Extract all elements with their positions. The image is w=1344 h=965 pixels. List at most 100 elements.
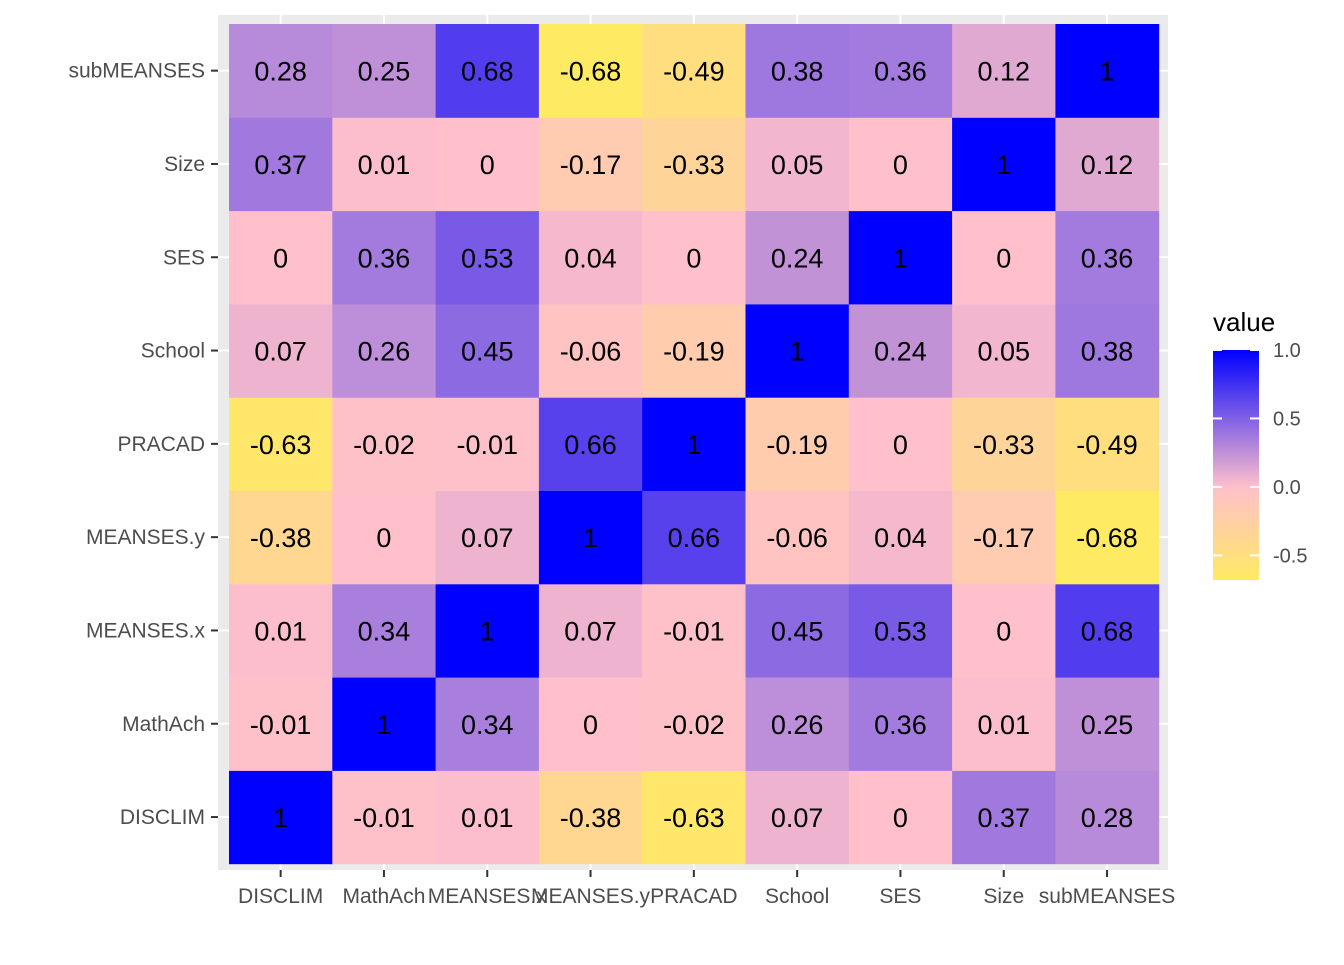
heatmap-cell-Size-School: [745, 117, 850, 212]
cell-value-label: 0.26: [358, 337, 411, 367]
legend-tick-label: 0.5: [1273, 408, 1301, 430]
heatmap-cell-PRACAD-Size: [952, 397, 1056, 491]
heatmap-cell-DISCLIM-MEANSES.x: [435, 770, 540, 865]
cell-value-label: -0.68: [1076, 523, 1138, 553]
x-axis-tick-label: MEANSES.y: [531, 885, 651, 908]
cell-value-label: 0: [583, 710, 598, 740]
cell-value-label: -0.01: [456, 430, 518, 460]
heatmap-cell-MEANSES.x-MathAch: [332, 583, 437, 678]
cell-value-label: 0.66: [668, 523, 721, 553]
cell-value-label: 0.01: [977, 710, 1030, 740]
heatmap-cell-MathAch-subMEANSES: [1055, 677, 1160, 771]
heatmap-cell-School-MEANSES.y: [538, 303, 643, 398]
y-axis-tick-label: Size: [164, 153, 205, 176]
cell-value-label: -0.19: [663, 337, 725, 367]
cell-value-label: 0.24: [771, 243, 824, 273]
cell-value-label: 0.01: [358, 150, 411, 180]
heatmap-cell-MEANSES.y-MEANSES.y: [538, 490, 643, 585]
cell-value-label: 1: [1100, 57, 1115, 87]
cell-value-label: -0.49: [663, 57, 725, 87]
cell-value-label: 0.05: [771, 150, 824, 180]
cell-value-label: 0.66: [564, 430, 617, 460]
heatmap-cell-Size-DISCLIM: [229, 117, 333, 212]
cell-value-label: 0.38: [1081, 337, 1134, 367]
heatmap-cell-MEANSES.x-MEANSES.y: [538, 583, 643, 678]
cell-value-label: -0.19: [766, 430, 828, 460]
heatmap-cell-Size-MathAch: [332, 117, 437, 212]
cell-value-label: 0: [376, 523, 391, 553]
legend-tick-label: 1.0: [1273, 340, 1301, 362]
heatmap-cell-SES-MEANSES.x: [435, 210, 540, 305]
cell-value-label: -0.02: [663, 710, 725, 740]
cell-value-label: 0.01: [254, 616, 307, 646]
y-axis-tick-label: MathAch: [122, 713, 205, 736]
cell-value-label: 0.45: [461, 337, 514, 367]
heatmap-cell-School-SES: [848, 303, 953, 398]
cell-value-label: 0.07: [771, 803, 824, 833]
x-axis-tick-label: School: [765, 885, 829, 908]
heatmap-cell-SES-DISCLIM: [229, 210, 333, 305]
cell-value-label: 1: [790, 337, 805, 367]
x-axis-tick-label: SES: [879, 885, 921, 908]
cell-value-label: 0: [996, 243, 1011, 273]
cell-value-label: -0.33: [663, 150, 725, 180]
x-axis-tick-label: MEANSES.x: [428, 885, 548, 908]
heatmap-cell-MEANSES.y-MathAch: [332, 490, 437, 585]
cell-value-label: 0.04: [874, 523, 927, 553]
heatmap-cell-MathAch-Size: [952, 677, 1056, 771]
cell-value-label: 0.28: [1081, 803, 1134, 833]
heatmap-cell-DISCLIM-PRACAD: [642, 770, 746, 865]
cell-value-label: 0: [893, 430, 908, 460]
cell-value-label: -0.63: [250, 430, 312, 460]
heatmap-cell-SES-MathAch: [332, 210, 437, 305]
heatmap-cell-MathAch-DISCLIM: [229, 677, 333, 771]
cell-value-label: 0.68: [461, 57, 514, 87]
cell-value-label: 0: [893, 803, 908, 833]
heatmap-cell-MathAch-MEANSES.y: [538, 677, 643, 771]
heatmap-cell-MathAch-PRACAD: [642, 677, 746, 771]
heatmap-cell-SES-School: [745, 210, 850, 305]
y-axis-tick-label: PRACAD: [117, 433, 205, 456]
cell-value-label: 0: [686, 243, 701, 273]
heatmap-cell-School-PRACAD: [642, 303, 746, 398]
heatmap-cell-subMEANSES-subMEANSES: [1055, 24, 1160, 118]
heatmap-cell-DISCLIM-School: [745, 770, 850, 865]
heatmap-cell-School-School: [745, 303, 850, 398]
y-axis-tick-label: SES: [163, 246, 205, 269]
heatmap-cell-Size-SES: [848, 117, 953, 212]
cell-value-label: -0.06: [766, 523, 828, 553]
heatmap-cell-MEANSES.y-MEANSES.x: [435, 490, 540, 585]
heatmap-cell-SES-SES: [848, 210, 953, 305]
cell-value-label: 0.25: [1081, 710, 1134, 740]
heatmap-cell-MathAch-School: [745, 677, 850, 771]
heatmap-cell-DISCLIM-SES: [848, 770, 953, 865]
heatmap-cell-MEANSES.y-DISCLIM: [229, 490, 333, 585]
cell-value-label: 0.25: [358, 57, 411, 87]
heatmap-cell-subMEANSES-MathAch: [332, 24, 437, 118]
cell-value-label: 0.38: [771, 57, 824, 87]
cell-value-label: 0.24: [874, 337, 927, 367]
heatmap-cell-School-subMEANSES: [1055, 303, 1160, 398]
cell-value-label: 0.45: [771, 616, 824, 646]
legend-tick-label: 0.0: [1273, 477, 1301, 499]
cell-value-label: 0.12: [1081, 150, 1134, 180]
cell-value-label: 0.53: [461, 243, 514, 273]
cell-value-label: 0.07: [461, 523, 514, 553]
heatmap-cell-SES-subMEANSES: [1055, 210, 1160, 305]
heatmap-cell-subMEANSES-MEANSES.y: [538, 24, 643, 118]
heatmap-cell-MEANSES.x-subMEANSES: [1055, 583, 1160, 678]
heatmap-cell-MEANSES.x-PRACAD: [642, 583, 746, 678]
heatmap-cell-School-DISCLIM: [229, 303, 333, 398]
heatmap-cell-subMEANSES-DISCLIM: [229, 24, 333, 118]
cell-value-label: -0.63: [663, 803, 725, 833]
heatmap-cell-DISCLIM-MEANSES.y: [538, 770, 643, 865]
heatmap-cell-subMEANSES-SES: [848, 24, 953, 118]
heatmap-cell-MEANSES.y-Size: [952, 490, 1056, 585]
cell-value-label: 1: [996, 150, 1011, 180]
heatmap-cell-MEANSES.y-PRACAD: [642, 490, 746, 585]
heatmap-cell-Size-Size: [952, 117, 1056, 212]
cell-value-label: 0: [480, 150, 495, 180]
cell-value-label: -0.33: [973, 430, 1035, 460]
